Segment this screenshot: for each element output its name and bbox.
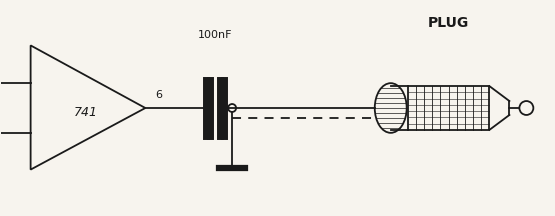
Text: 6: 6 <box>155 90 162 100</box>
Text: 741: 741 <box>73 106 98 119</box>
Bar <box>408 86 490 130</box>
Text: 100nF: 100nF <box>198 30 233 40</box>
Text: PLUG: PLUG <box>428 16 469 30</box>
